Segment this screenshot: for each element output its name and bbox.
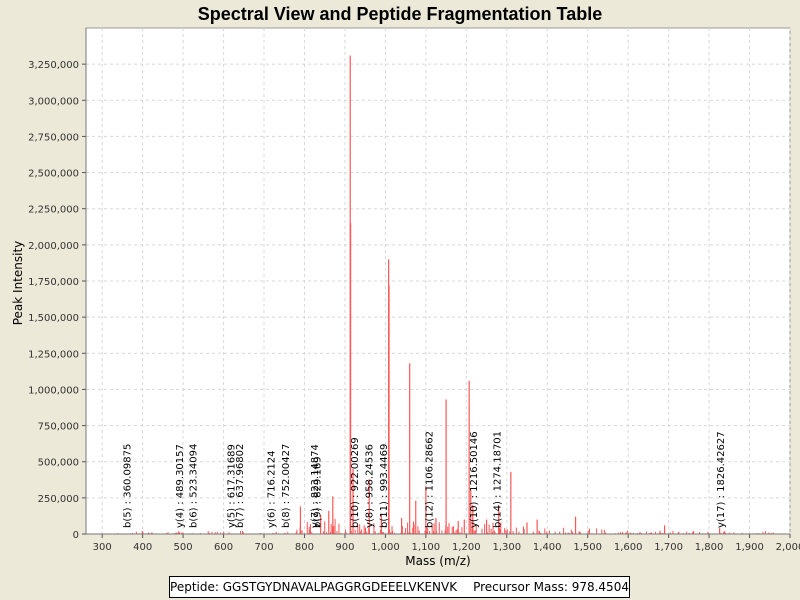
fragment-label: y(17) : 1826.42627 bbox=[716, 431, 727, 528]
plot-area bbox=[85, 27, 791, 535]
x-tick-label: 1,400 bbox=[533, 542, 562, 553]
y-tick-label: 2,500,000 bbox=[28, 169, 79, 180]
axes: 300 400 500 600 700 800 900 1,000 1,100 1,200 1,30… bbox=[28, 28, 800, 553]
x-tick-label: 1,000 bbox=[371, 542, 400, 553]
fragment-label: b(14) : 1274.18701 bbox=[492, 431, 503, 528]
y-tick-label: 250,000 bbox=[38, 494, 79, 505]
fragment-label: b(11) : 993.4469 bbox=[379, 444, 390, 528]
fragment-label: b(7) : 637.96802 bbox=[235, 444, 246, 528]
fragment-label: b(9) : 829.169 bbox=[312, 456, 323, 528]
x-tick-label: 1,500 bbox=[573, 542, 602, 553]
x-tick-label: 2,000 bbox=[776, 542, 800, 553]
y-tick-label: 2,750,000 bbox=[28, 132, 79, 143]
y-tick-label: 3,250,000 bbox=[28, 60, 79, 71]
x-tick-label: 1,200 bbox=[452, 542, 481, 553]
fragment-label: y(8) : 958.24536 bbox=[365, 444, 376, 528]
y-tick-label: 2,000,000 bbox=[28, 241, 79, 252]
x-tick-label: 700 bbox=[254, 542, 273, 553]
x-tick-label: 1,800 bbox=[695, 542, 724, 553]
x-tick-label: 900 bbox=[335, 542, 354, 553]
fragment-annotations: b(5) : 360.09875 y(4) : 489.30157 b(6) : 5… bbox=[122, 431, 726, 528]
fragment-label: y(6) : 716.2124 bbox=[267, 450, 278, 528]
fragment-label: y(7) : 823.14874 bbox=[310, 444, 321, 528]
grid bbox=[86, 28, 791, 535]
peptide-label: Peptide: GGSTGYDNAVALPAGGRGDEEELVKENVK bbox=[170, 580, 458, 594]
y-tick-label: 1,000,000 bbox=[28, 385, 79, 396]
y-tick-label: 500,000 bbox=[38, 458, 79, 469]
fragment-label: b(12) : 1106.28662 bbox=[424, 431, 435, 528]
peptide-info-box: Peptide: GGSTGYDNAVALPAGGRGDEEELVKENVK P… bbox=[169, 576, 630, 598]
peaks bbox=[114, 55, 774, 534]
y-axis-label: Peak Intensity bbox=[11, 241, 25, 326]
chart-title: Spectral View and Peptide Fragmentation … bbox=[198, 4, 602, 24]
y-tick-label: 1,250,000 bbox=[28, 349, 79, 360]
fragment-label: b(6) : 523.34094 bbox=[189, 444, 200, 528]
fragment-label: y(4) : 489.30157 bbox=[175, 444, 186, 528]
y-tick-label: 0 bbox=[73, 530, 79, 541]
x-tick-label: 800 bbox=[295, 542, 314, 553]
fragment-label: b(5) : 360.09875 bbox=[122, 444, 133, 528]
x-tick-label: 1,900 bbox=[735, 542, 764, 553]
x-tick-label: 300 bbox=[93, 542, 112, 553]
x-tick-label: 1,100 bbox=[412, 542, 441, 553]
y-tick-label: 2,250,000 bbox=[28, 205, 79, 216]
x-axis-label: Mass (m/z) bbox=[405, 554, 470, 568]
x-tick-label: 1,300 bbox=[492, 542, 521, 553]
x-tick-label: 1,600 bbox=[614, 542, 643, 553]
fragment-label: b(10) : 922.00269 bbox=[350, 437, 361, 528]
y-tick-label: 1,500,000 bbox=[28, 313, 79, 324]
x-tick-label: 1,700 bbox=[654, 542, 683, 553]
precursor-mass-label: Precursor Mass: 978.4504 bbox=[473, 580, 629, 594]
x-tick-label: 500 bbox=[174, 542, 193, 553]
fragment-label: b(8) : 752.00427 bbox=[281, 444, 292, 528]
y-tick-label: 1,750,000 bbox=[28, 277, 79, 288]
fragment-label: y(5) : 617.31689 bbox=[227, 444, 238, 528]
fragment-label: y(10) : 1216.50146 bbox=[469, 431, 480, 528]
y-tick-label: 3,000,000 bbox=[28, 96, 79, 107]
y-tick-label: 750,000 bbox=[38, 422, 79, 433]
x-tick-label: 400 bbox=[133, 542, 152, 553]
spectrum-chart: Spectral View and Peptide Fragmentation … bbox=[11, 4, 800, 568]
x-tick-label: 600 bbox=[214, 542, 233, 553]
